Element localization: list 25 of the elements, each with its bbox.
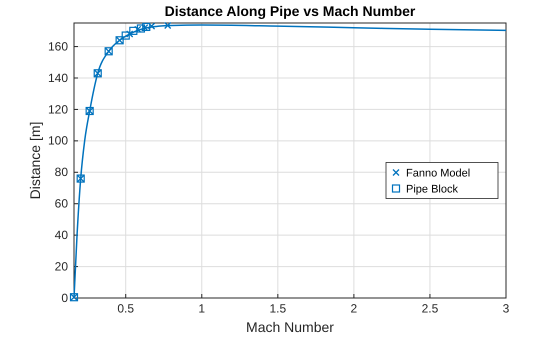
y-tick-label: 80 <box>54 165 68 180</box>
x-axis-title: Mach Number <box>246 319 334 335</box>
y-tick-label: 0 <box>61 290 68 305</box>
point <box>122 31 130 40</box>
legend-label: Fanno Model <box>406 168 470 180</box>
x-tick-label: 0.5 <box>117 302 134 316</box>
x-tick-label: 1 <box>198 302 206 316</box>
x-tick-label: 2.5 <box>422 302 439 316</box>
y-tick-label: 20 <box>54 259 68 274</box>
legend-label: Pipe Block <box>406 184 458 196</box>
y-tick-label: 140 <box>48 70 68 85</box>
x-tick-label: 2 <box>350 302 358 316</box>
y-tick-label: 120 <box>48 102 68 116</box>
point <box>126 30 134 38</box>
y-axis-title: Distance [m] <box>27 122 43 200</box>
point <box>136 24 146 33</box>
point <box>129 26 138 35</box>
point <box>164 22 172 30</box>
x-tick-label: 1.5 <box>269 302 286 316</box>
chart-title: Distance Along Pipe vs Mach Number <box>164 3 416 19</box>
y-tick-label: 100 <box>48 134 68 148</box>
y-tick-label: 160 <box>48 39 68 54</box>
y-tick-label: 40 <box>54 228 68 242</box>
y-tick-label: 60 <box>54 196 68 211</box>
x-tick-label: 3 <box>502 302 510 316</box>
